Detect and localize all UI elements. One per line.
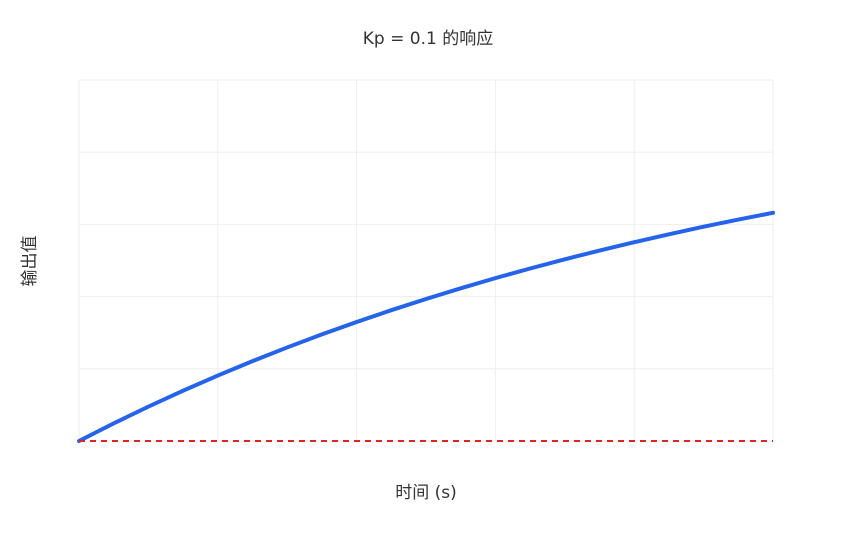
- y-axis-label: 输出值: [20, 236, 40, 287]
- grid: [78, 79, 774, 442]
- response-series-line: [77, 210, 775, 443]
- chart-title: Kp = 0.1 的响应: [363, 29, 493, 49]
- series-layer: [77, 210, 775, 443]
- x-axis-label: 时间 (s): [395, 483, 457, 503]
